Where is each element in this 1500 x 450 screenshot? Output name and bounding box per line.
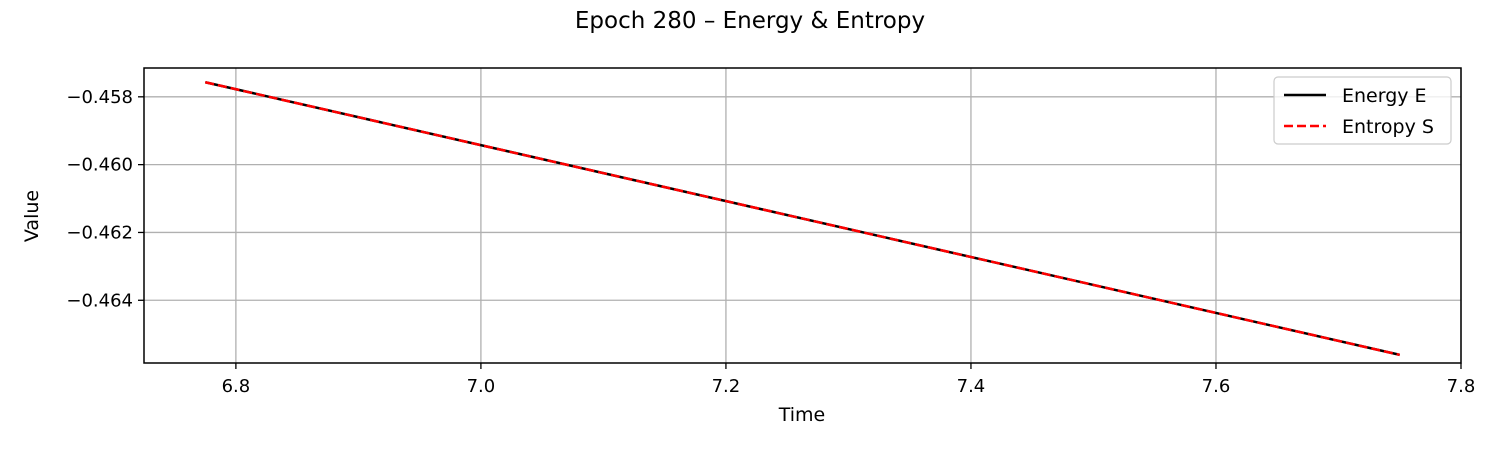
x-tick-label: 7.0 xyxy=(467,376,496,397)
axis-ticks: 6.8 7.0 7.2 7.4 7.6 7.8 −0.458 −0.460 −0.462 −0.4… xyxy=(66,87,1475,397)
legend-label-energy: Energy E xyxy=(1342,85,1427,107)
y-tick-label: −0.462 xyxy=(66,222,133,243)
legend: Energy E Entropy S xyxy=(1273,76,1452,145)
x-tick-label: 6.8 xyxy=(222,376,251,397)
x-tick-label: 7.2 xyxy=(712,376,741,397)
y-tick-label: −0.460 xyxy=(66,155,133,176)
y-axis-label: Value xyxy=(21,190,43,242)
x-tick-label: 7.6 xyxy=(1202,376,1231,397)
entropy-series-line xyxy=(204,81,1401,357)
plot-frame xyxy=(143,67,1462,364)
x-tick-label: 7.4 xyxy=(957,376,986,397)
y-tick-label: −0.458 xyxy=(66,87,133,108)
x-tick-label: 7.8 xyxy=(1447,376,1476,397)
legend-label-entropy: Entropy S xyxy=(1342,116,1434,138)
y-tick-label: −0.464 xyxy=(66,290,133,311)
chart-title: Epoch 280 – Energy & Entropy xyxy=(575,8,925,34)
series-lines xyxy=(204,81,1401,357)
x-axis-label: Time xyxy=(778,404,826,426)
